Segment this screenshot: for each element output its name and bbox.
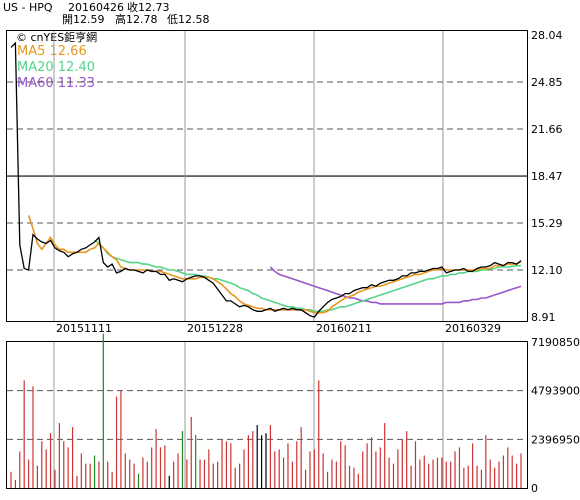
volume-y-tick-label: 71908500 bbox=[531, 336, 580, 349]
price-grid bbox=[7, 31, 527, 321]
volume-bars bbox=[10, 333, 522, 488]
price-panel-frame bbox=[6, 30, 528, 322]
price-y-tick-label: 12.10 bbox=[531, 264, 563, 277]
volume-grid bbox=[7, 342, 527, 488]
volume-y-tick-label: 47939000 bbox=[531, 385, 580, 398]
low-price-label: 低12.58 bbox=[167, 13, 210, 26]
price-y-tick-label: 15.29 bbox=[531, 217, 563, 230]
legend-ma60: MA60 11.33 bbox=[17, 76, 95, 91]
series-ma60-line bbox=[269, 266, 522, 305]
price-x-tick-label: 20151228 bbox=[187, 322, 243, 335]
price-x-tick-label: 20151111 bbox=[56, 322, 112, 335]
date-label: 20160426 bbox=[68, 1, 124, 14]
series-ma20-line bbox=[94, 239, 522, 313]
watermark-text: cnYES鉅亨網 bbox=[30, 31, 98, 44]
series-ma5-line bbox=[27, 215, 522, 314]
price-y-tick-label: 8.91 bbox=[531, 311, 556, 324]
price-y-tick-label: 18.47 bbox=[531, 170, 563, 183]
high-price-label: 高12.78 bbox=[115, 13, 158, 26]
volume-panel-frame bbox=[6, 341, 528, 489]
price-y-tick-label: 28.04 bbox=[531, 29, 563, 42]
price-series bbox=[10, 41, 522, 318]
price-x-tick-label: 20160329 bbox=[445, 322, 501, 335]
legend-ma5: MA5 12.66 bbox=[17, 44, 87, 59]
open-price-label: 開12.59 bbox=[62, 13, 105, 26]
price-y-ticks: 28.04 24.85 21.66 18.47 15.29 12.10 8.91 bbox=[531, 29, 563, 324]
legend-ma20: MA20 12.40 bbox=[17, 60, 95, 75]
symbol-label: US - HPQ bbox=[3, 1, 53, 14]
price-y-tick-label: 24.85 bbox=[531, 76, 563, 89]
watermark: © cnYES鉅亨網 bbox=[16, 31, 97, 44]
price-x-ticks: 20151111 20151228 20160211 20160329 bbox=[56, 322, 501, 335]
price-y-tick-label: 21.66 bbox=[531, 123, 563, 136]
volume-y-tick-label: 0 bbox=[531, 482, 538, 495]
series-price-line bbox=[10, 41, 522, 318]
copyright-icon: © bbox=[16, 31, 27, 44]
close-price-label: 收12.73 bbox=[127, 1, 170, 14]
price-x-tick-label: 20160211 bbox=[316, 322, 372, 335]
